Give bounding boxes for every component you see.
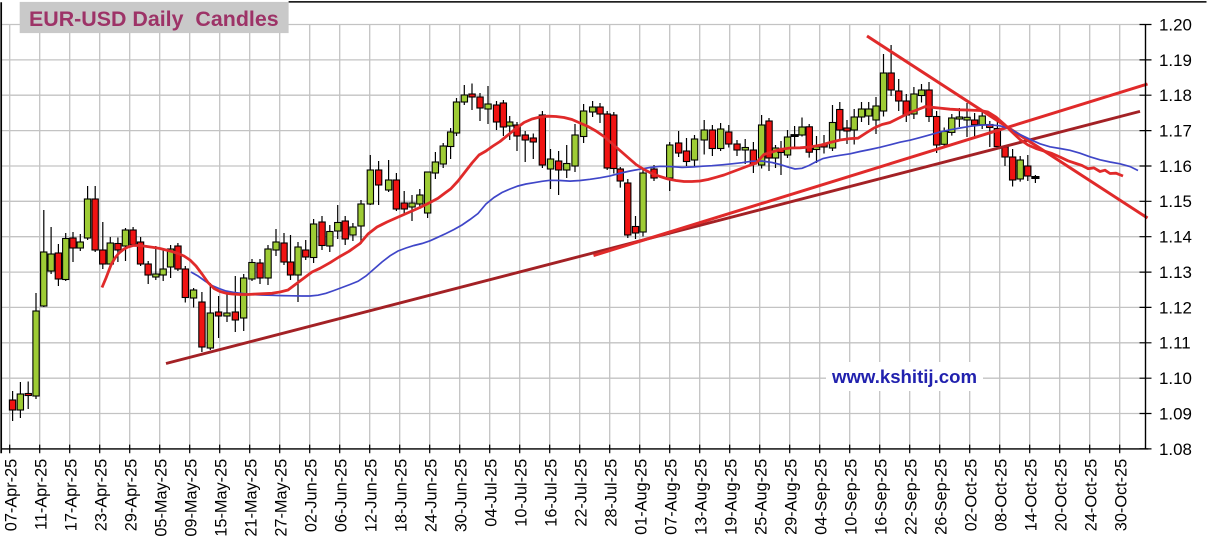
svg-text:29-Apr-25: 29-Apr-25 (123, 459, 141, 531)
svg-text:1.20: 1.20 (1159, 15, 1192, 34)
svg-text:1.16: 1.16 (1159, 157, 1192, 176)
svg-text:30-Oct-25: 30-Oct-25 (1113, 459, 1131, 531)
svg-text:01-Aug-25: 01-Aug-25 (633, 459, 651, 535)
svg-text:07-Aug-25: 07-Aug-25 (663, 459, 681, 535)
svg-text:1.10: 1.10 (1159, 369, 1192, 388)
svg-text:04-Sep-25: 04-Sep-25 (813, 459, 831, 535)
svg-text:26-Sep-25: 26-Sep-25 (933, 459, 951, 535)
svg-text:16-Jul-25: 16-Jul-25 (543, 459, 561, 527)
svg-text:14-Oct-25: 14-Oct-25 (1023, 459, 1041, 531)
svg-text:09-May-25: 09-May-25 (183, 459, 201, 537)
svg-text:1.11: 1.11 (1159, 334, 1191, 353)
svg-text:02-Jun-25: 02-Jun-25 (303, 459, 321, 532)
svg-text:1.15: 1.15 (1159, 192, 1192, 211)
svg-text:24-Jun-25: 24-Jun-25 (423, 459, 441, 532)
svg-text:15-May-25: 15-May-25 (213, 459, 231, 537)
svg-text:22-Sep-25: 22-Sep-25 (903, 459, 921, 535)
svg-text:16-Sep-25: 16-Sep-25 (873, 459, 891, 535)
svg-text:22-Jul-25: 22-Jul-25 (573, 459, 591, 527)
svg-text:24-Oct-25: 24-Oct-25 (1083, 459, 1101, 531)
svg-text:19-Aug-25: 19-Aug-25 (723, 459, 741, 535)
svg-text:02-Oct-25: 02-Oct-25 (963, 459, 981, 531)
svg-text:12-Jun-25: 12-Jun-25 (363, 459, 381, 532)
svg-text:29-Aug-25: 29-Aug-25 (783, 459, 801, 535)
svg-text:21-May-25: 21-May-25 (243, 459, 261, 537)
svg-text:EUR-USD Daily Candles: EUR-USD Daily Candles (29, 7, 279, 31)
svg-text:1.12: 1.12 (1159, 298, 1192, 317)
svg-text:11-Apr-25: 11-Apr-25 (33, 459, 51, 530)
svg-text:1.08: 1.08 (1159, 440, 1192, 459)
svg-text:08-Oct-25: 08-Oct-25 (993, 459, 1011, 531)
svg-text:25-Aug-25: 25-Aug-25 (753, 459, 771, 535)
svg-text:1.17: 1.17 (1159, 122, 1192, 141)
svg-text:05-May-25: 05-May-25 (153, 459, 171, 537)
svg-text:1.14: 1.14 (1159, 228, 1192, 247)
svg-text:10-Jul-25: 10-Jul-25 (513, 459, 531, 527)
svg-text:04-Jul-25: 04-Jul-25 (483, 459, 501, 527)
svg-text:07-Apr-25: 07-Apr-25 (3, 459, 21, 531)
svg-text:www.kshitij.com: www.kshitij.com (831, 366, 977, 387)
svg-text:1.18: 1.18 (1159, 86, 1192, 105)
svg-text:1.19: 1.19 (1159, 51, 1192, 70)
svg-text:10-Sep-25: 10-Sep-25 (843, 459, 861, 535)
svg-text:23-Apr-25: 23-Apr-25 (93, 459, 111, 531)
svg-text:06-Jun-25: 06-Jun-25 (333, 459, 351, 532)
svg-text:18-Jun-25: 18-Jun-25 (393, 459, 411, 532)
svg-text:28-Jul-25: 28-Jul-25 (603, 459, 621, 527)
svg-text:17-Apr-25: 17-Apr-25 (63, 459, 81, 531)
svg-text:13-Aug-25: 13-Aug-25 (693, 459, 711, 535)
svg-text:20-Oct-25: 20-Oct-25 (1053, 459, 1071, 531)
svg-text:1.09: 1.09 (1159, 404, 1192, 423)
svg-text:1.13: 1.13 (1159, 263, 1192, 282)
svg-text:27-May-25: 27-May-25 (273, 459, 291, 537)
svg-text:30-Jun-25: 30-Jun-25 (453, 459, 471, 532)
